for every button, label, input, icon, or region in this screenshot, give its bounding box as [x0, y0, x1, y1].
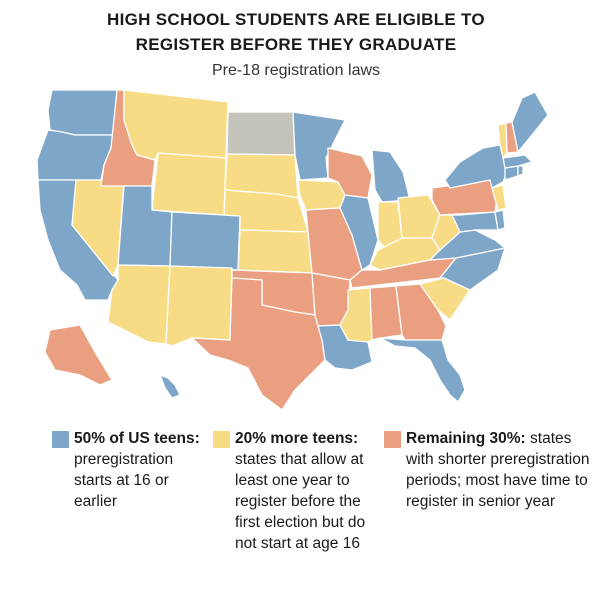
title-line-1: HIGH SCHOOL STUDENTS ARE ELIGIBLE TO: [107, 10, 485, 29]
legend-swatch-orange: [384, 431, 401, 448]
subtitle: Pre-18 registration laws: [211, 62, 381, 79]
legend-bold-yellow: 20% more teens:: [235, 430, 359, 447]
state-nj: [491, 184, 507, 211]
state-co: [169, 211, 241, 271]
legend-swatch-blue: [52, 431, 69, 448]
state-hi: [159, 374, 181, 399]
legend-swatch-yellow: [213, 431, 230, 448]
state-wa: [47, 90, 118, 136]
state-ia: [297, 179, 346, 211]
state-mt: [123, 90, 229, 161]
state-ak: [44, 324, 113, 386]
state-or: [36, 129, 114, 181]
legend-bold-blue: 50% of US teens:: [74, 430, 200, 447]
state-me: [511, 91, 549, 153]
state-az: [107, 264, 171, 345]
legend-bold-orange: Remaining 30%:: [406, 430, 526, 447]
legend-text-yellow: states that allow at least one year to r…: [235, 451, 366, 552]
legend-text-blue: preregistration starts at 16 or earlier: [74, 451, 174, 510]
state-ks: [237, 229, 313, 274]
state-md: [451, 211, 499, 233]
state-wy: [151, 152, 227, 216]
state-ma: [502, 154, 533, 169]
us-map: [36, 90, 549, 411]
state-al: [369, 285, 403, 341]
state-mi: [371, 149, 411, 203]
state-il: [339, 194, 379, 271]
title-line-2: REGISTER BEFORE THEY GRADUATE: [135, 35, 457, 54]
state-nd: [226, 111, 296, 156]
state-nm: [165, 265, 233, 347]
state-fl: [379, 337, 466, 403]
legend-text-orange: states with shorter preregistration peri…: [406, 430, 590, 510]
state-ny: [444, 144, 509, 189]
state-de: [494, 209, 506, 231]
state-ri: [517, 165, 524, 177]
state-vt: [497, 122, 508, 159]
state-sc: [419, 277, 471, 321]
